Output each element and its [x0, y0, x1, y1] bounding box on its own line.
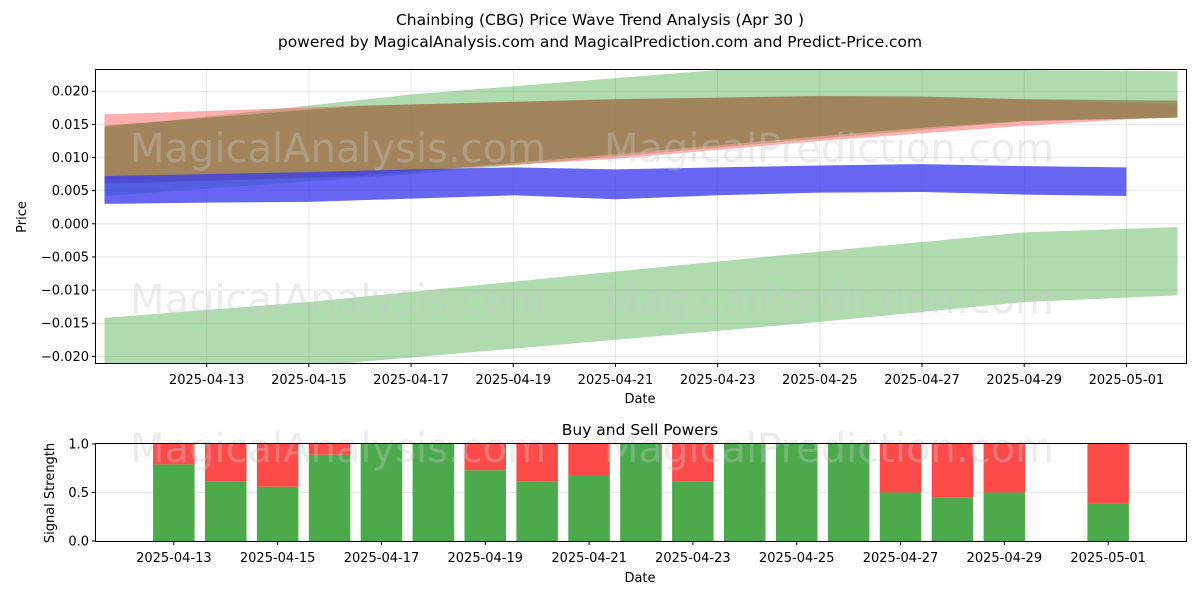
- watermark-analysis: MagicalAnalysis.com: [130, 426, 546, 472]
- price-x-tick-label: 2025-04-27: [884, 373, 960, 388]
- signal-x-tick-label: 2025-04-21: [551, 551, 627, 566]
- signal-y-label: Signal Strength: [43, 443, 58, 543]
- watermark-prediction: MagicalPrediction.com: [604, 277, 1054, 323]
- figure-subtitle: powered by MagicalAnalysis.com and Magic…: [278, 33, 922, 51]
- buy-bar: [724, 444, 766, 541]
- signal-y-axis: 0.0 0.5 1.0: [68, 438, 96, 550]
- price-y-tick-label: 0.005: [52, 184, 89, 199]
- buy-bar: [620, 444, 662, 541]
- price-x-tick-label: 2025-04-21: [578, 373, 654, 388]
- price-x-tick-label: 2025-04-13: [169, 373, 245, 388]
- price-x-tick-label: 2025-05-01: [1089, 373, 1165, 388]
- price-x-label: Date: [624, 392, 655, 407]
- price-chart: MagicalAnalysis.com MagicalPrediction.co…: [15, 69, 1187, 407]
- price-y-tick-label: 0.015: [52, 118, 89, 133]
- sell-bar: [256, 444, 299, 487]
- price-x-tick-label: 2025-04-15: [271, 373, 347, 388]
- price-y-tick-label: −0.020: [41, 350, 89, 365]
- signal-y-tick-label: 1.0: [68, 438, 89, 453]
- signal-y-tick-label: 0.0: [68, 535, 89, 550]
- buy-bar: [931, 497, 974, 541]
- buy-bar: [879, 492, 922, 541]
- buy-bar: [568, 475, 610, 541]
- price-y-tick-label: −0.010: [41, 284, 89, 299]
- signal-chart-title: Buy and Sell Powers: [562, 421, 719, 439]
- price-x-tick-label: 2025-04-17: [373, 373, 449, 388]
- price-bands: [104, 70, 1178, 363]
- price-x-tick-label: 2025-04-29: [986, 373, 1062, 388]
- sell-bar: [983, 444, 1026, 493]
- signal-x-tick-label: 2025-05-01: [1070, 551, 1146, 566]
- sell-bar: [516, 444, 558, 482]
- buy-bar: [776, 444, 818, 541]
- sell-bar: [153, 444, 195, 465]
- band-brown-band: [104, 95, 1178, 184]
- watermark-prediction: MagicalPrediction.com: [604, 126, 1054, 172]
- signal-x-tick-label: 2025-04-19: [448, 551, 524, 566]
- price-x-tick-label: 2025-04-23: [680, 373, 756, 388]
- signal-x-tick-label: 2025-04-15: [240, 551, 316, 566]
- price-x-axis: 2025-04-13 2025-04-15 2025-04-17 2025-04-19…: [169, 363, 1164, 388]
- signal-x-tick-label: 2025-04-17: [344, 551, 420, 566]
- signal-watermarks: MagicalAnalysis.com MagicalPrediction.co…: [130, 426, 1054, 472]
- price-y-label: Price: [15, 201, 30, 233]
- buy-bar: [1087, 503, 1129, 541]
- signal-chart: Buy and Sell Powers MagicalAnalysis.com …: [43, 421, 1187, 586]
- sell-bar: [308, 444, 351, 455]
- price-x-tick-label: 2025-04-19: [475, 373, 551, 388]
- signal-bars: [153, 444, 1129, 541]
- buy-bar: [827, 444, 870, 541]
- signal-x-axis: 2025-04-13 2025-04-15 2025-04-17 2025-04-19…: [136, 541, 1146, 566]
- price-y-tick-label: −0.005: [41, 250, 89, 265]
- sell-bar: [568, 444, 610, 475]
- sell-bar: [931, 444, 974, 498]
- signal-x-tick-label: 2025-04-25: [759, 551, 835, 566]
- watermark-analysis: MagicalAnalysis.com: [130, 126, 546, 172]
- signal-y-tick-label: 0.5: [68, 486, 89, 501]
- price-watermarks: MagicalAnalysis.com MagicalPrediction.co…: [130, 126, 1054, 323]
- sell-bar: [205, 444, 247, 482]
- buy-bar: [153, 464, 195, 541]
- signal-x-label: Date: [624, 571, 655, 586]
- price-x-tick-label: 2025-04-25: [782, 373, 858, 388]
- price-y-tick-label: 0.000: [52, 217, 89, 232]
- figure-title: Chainbing (CBG) Price Wave Trend Analysi…: [396, 11, 804, 29]
- price-y-tick-label: −0.015: [41, 317, 89, 332]
- buy-bar: [516, 481, 558, 541]
- sell-bar: [879, 444, 922, 493]
- band-green-lower-band: [104, 227, 1178, 363]
- band-blue-band: [104, 164, 1127, 204]
- buy-bar: [360, 444, 403, 541]
- sell-bar: [672, 444, 714, 482]
- signal-x-tick-label: 2025-04-27: [863, 551, 939, 566]
- sell-bar: [1087, 444, 1129, 504]
- signal-x-tick-label: 2025-04-13: [136, 551, 212, 566]
- price-y-tick-label: 0.010: [52, 151, 89, 166]
- watermark-prediction: MagicalPrediction.com: [604, 426, 1054, 472]
- buy-bar: [464, 470, 506, 541]
- sell-bar: [464, 444, 506, 471]
- buy-bar: [983, 492, 1026, 541]
- price-y-axis: 0.020 0.015 0.010 0.005 0.000 −0.005 −0.010 −0.…: [41, 85, 96, 365]
- signal-x-tick-label: 2025-04-29: [967, 551, 1043, 566]
- price-y-tick-label: 0.020: [52, 85, 89, 100]
- buy-bar: [412, 444, 455, 541]
- buy-bar: [308, 454, 351, 541]
- signal-x-tick-label: 2025-04-23: [655, 551, 731, 566]
- buy-bar: [205, 481, 247, 541]
- watermark-analysis: MagicalAnalysis.com: [130, 277, 546, 323]
- price-plot-frame: [95, 69, 1187, 364]
- buy-bar: [256, 486, 299, 541]
- buy-bar: [672, 481, 714, 541]
